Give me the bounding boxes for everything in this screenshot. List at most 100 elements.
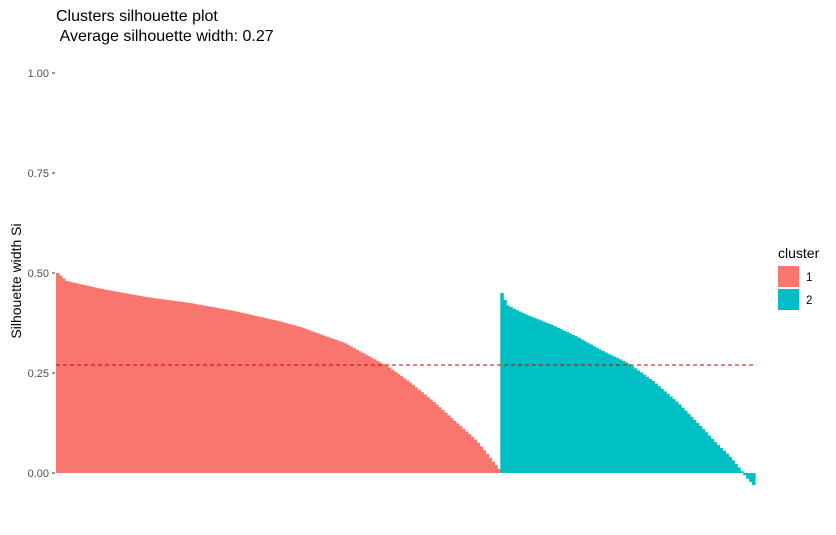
silhouette-bar — [411, 384, 415, 473]
silhouette-bar — [624, 362, 629, 473]
silhouette-bar — [446, 415, 451, 473]
silhouette-bar — [589, 344, 593, 473]
legend-label-cluster-2: 2 — [806, 295, 812, 307]
silhouette-bar — [174, 301, 179, 473]
silhouette-bar — [307, 330, 312, 473]
silhouette-bar — [358, 351, 362, 473]
silhouette-bar — [230, 310, 235, 473]
silhouette-bar — [550, 325, 555, 473]
silhouette-bar — [526, 315, 531, 473]
silhouette-bar — [660, 388, 664, 473]
silhouette-bar — [449, 418, 454, 473]
silhouette-bar — [441, 409, 445, 473]
silhouette-bar — [426, 397, 430, 473]
silhouette-bar — [651, 381, 655, 473]
silhouette-bar — [547, 323, 552, 473]
silhouette-bar — [586, 342, 590, 473]
silhouette-bar — [538, 320, 543, 473]
silhouette-bar — [452, 420, 457, 473]
silhouette-bar — [278, 321, 282, 473]
silhouette-bar — [432, 401, 436, 473]
y-tick-label: 0.00 — [28, 468, 49, 480]
y-tick-label: 0.75 — [28, 168, 49, 180]
y-axis: 0.00 0.25 0.50 0.75 1.00 — [28, 68, 55, 480]
silhouette-bar — [621, 360, 626, 473]
silhouette-bar — [263, 317, 267, 473]
silhouette-bar — [171, 300, 176, 473]
silhouette-bar — [642, 374, 647, 473]
silhouette-bar — [135, 295, 140, 473]
silhouette-bar — [532, 317, 537, 473]
silhouette-bar — [698, 425, 703, 473]
silhouette-bar — [482, 450, 487, 473]
silhouette-bar — [509, 307, 513, 473]
silhouette-bar — [325, 336, 330, 473]
silhouette-bar — [177, 301, 181, 473]
silhouette-bar — [464, 431, 469, 473]
silhouette-bar — [189, 303, 193, 473]
silhouette-bar — [292, 325, 297, 473]
legend-title: cluster — [778, 245, 820, 261]
silhouette-bar — [506, 305, 510, 473]
legend: cluster 1 2 — [778, 245, 820, 310]
silhouette-bar — [574, 336, 578, 473]
silhouette-bar — [399, 376, 404, 473]
silhouette-bar — [556, 327, 561, 473]
silhouette-bar — [606, 353, 611, 473]
silhouette-bar — [266, 318, 270, 473]
silhouette-bar — [162, 299, 167, 473]
silhouette-bar — [141, 296, 146, 473]
silhouette-bar — [598, 349, 602, 473]
silhouette-bar — [372, 359, 377, 473]
silhouette-bar — [390, 369, 395, 473]
silhouette-bar — [408, 382, 413, 473]
silhouette-bar — [476, 442, 481, 473]
silhouette-bar — [438, 407, 442, 473]
silhouette-bar — [64, 281, 69, 473]
chart-title: Clusters silhouette plot — [56, 8, 218, 25]
silhouette-bar — [609, 355, 614, 473]
silhouette-bar — [583, 341, 587, 473]
silhouette-bar — [728, 456, 732, 473]
silhouette-bar — [337, 341, 341, 473]
legend-label-cluster-1: 1 — [806, 272, 812, 284]
silhouette-bar — [686, 413, 691, 473]
silhouette-bar — [731, 460, 735, 473]
silhouette-bar — [713, 442, 718, 473]
silhouette-bar — [224, 309, 229, 473]
silhouette-bar — [227, 310, 232, 473]
silhouette-bar — [488, 457, 492, 473]
silhouette-bar — [734, 463, 738, 473]
silhouette-bar — [334, 339, 338, 473]
silhouette-bar — [245, 313, 250, 473]
silhouette-bar — [485, 453, 490, 473]
silhouette-bar — [595, 347, 599, 473]
silhouette-bar — [103, 289, 107, 473]
silhouette-bar — [180, 301, 184, 473]
silhouette-bar — [387, 367, 392, 473]
silhouette-bar — [367, 356, 371, 473]
silhouette-bar — [600, 351, 605, 473]
silhouette-bar — [233, 311, 238, 473]
silhouette-bar — [310, 331, 315, 473]
silhouette-bar — [518, 311, 522, 473]
silhouette-bar — [242, 313, 247, 473]
silhouette-bar — [100, 289, 104, 473]
silhouette-bar — [535, 319, 540, 473]
silhouette-bar — [393, 371, 398, 473]
silhouette-bar — [212, 307, 217, 473]
silhouette-bar — [272, 319, 276, 473]
legend-swatch-cluster-2 — [778, 289, 799, 310]
silhouette-bar — [618, 359, 623, 473]
silhouette-bar — [281, 322, 285, 473]
silhouette-bars — [56, 273, 756, 485]
silhouette-bar — [289, 324, 294, 473]
silhouette-bar — [749, 473, 753, 482]
silhouette-bar — [112, 291, 116, 473]
silhouette-bar — [467, 434, 472, 473]
silhouette-bar — [88, 286, 93, 473]
silhouette-bar — [124, 293, 128, 473]
silhouette-bar — [340, 342, 344, 473]
silhouette-bar — [615, 358, 620, 473]
silhouette-bar — [221, 309, 226, 473]
